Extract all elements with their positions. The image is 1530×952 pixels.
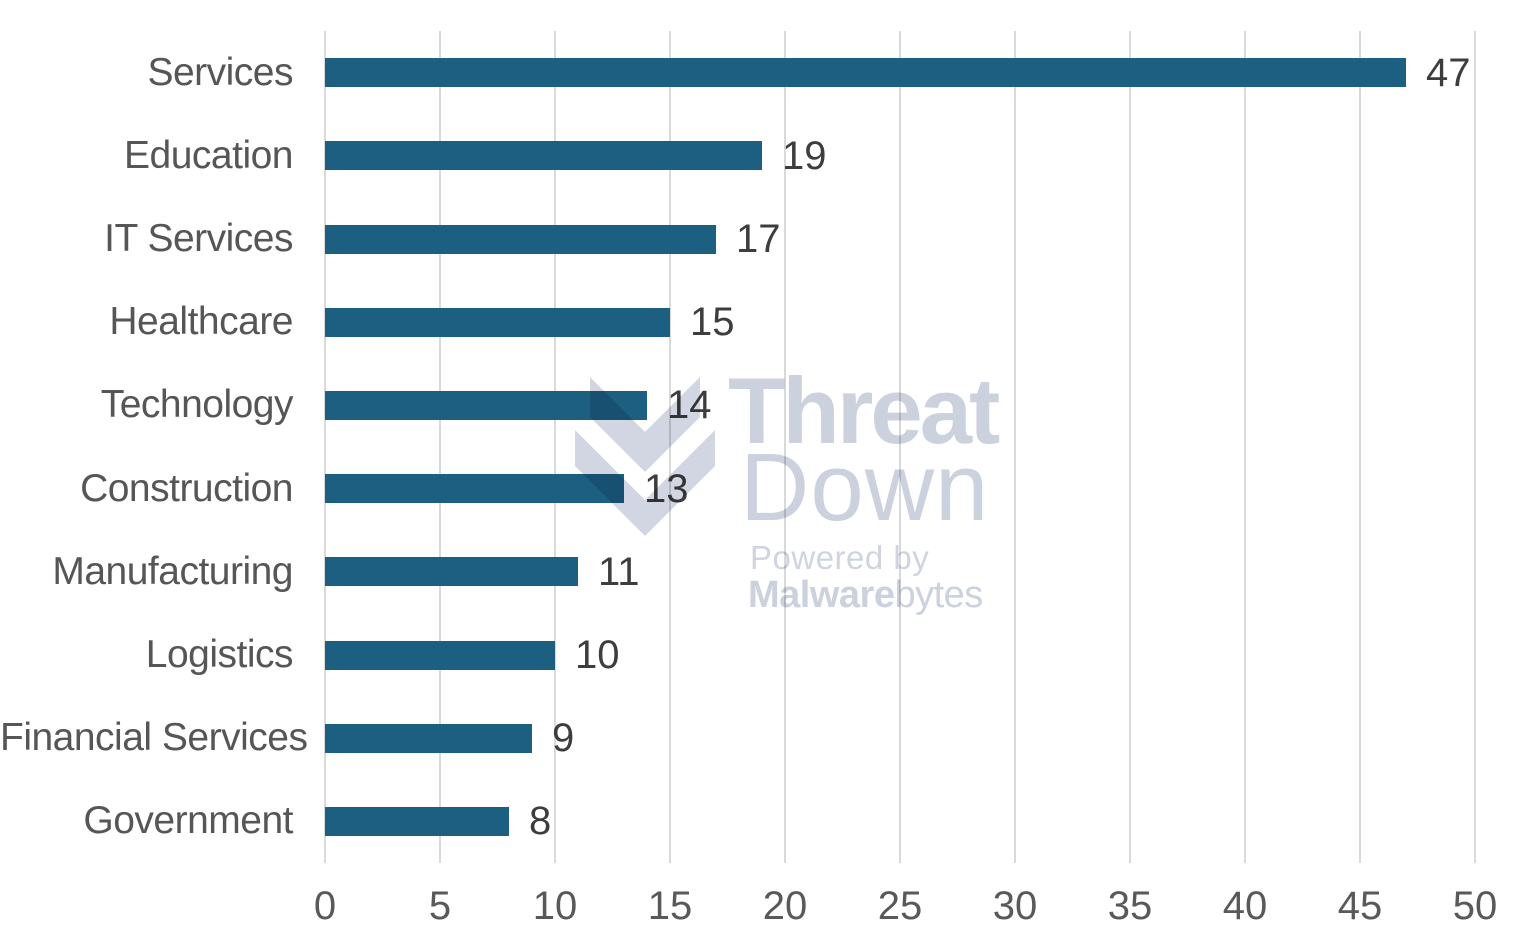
value-label: 9	[552, 716, 575, 761]
watermark-brand-light: bytes	[894, 574, 983, 616]
gridline	[554, 31, 556, 863]
bar-government	[325, 806, 509, 836]
bar-construction	[325, 474, 624, 504]
value-label: 11	[598, 549, 640, 594]
x-tick-label: 30	[992, 884, 1038, 928]
x-tick-label: 10	[532, 884, 578, 928]
x-tick-label: 15	[647, 884, 693, 928]
category-label: Government	[83, 799, 293, 843]
x-tick-label: 45	[1337, 884, 1383, 928]
category-label: Logistics	[145, 633, 294, 676]
gridline	[1474, 31, 1476, 863]
category-label: Healthcare	[109, 300, 293, 344]
value-label: 15	[690, 300, 735, 345]
value-label: 47	[1426, 50, 1471, 95]
watermark-brand-strong: Malware	[748, 574, 895, 616]
gridline	[439, 31, 441, 863]
x-tick-label: 5	[428, 884, 452, 928]
value-label: 10	[575, 633, 620, 677]
gridline	[1014, 31, 1016, 863]
category-label: Education	[124, 133, 293, 177]
gridline	[784, 31, 786, 863]
watermark-powered-by: Powered by	[750, 539, 930, 576]
gridline	[1244, 31, 1246, 863]
value-label: 17	[736, 217, 781, 261]
x-tick-label: 35	[1107, 884, 1153, 928]
value-label: 19	[782, 133, 827, 178]
bar-logistics	[325, 640, 555, 670]
x-tick-label: 40	[1222, 884, 1268, 928]
x-tick-label: 0	[313, 884, 337, 928]
bar-services	[325, 58, 1406, 88]
watermark-threat-text: Threat	[728, 358, 1000, 463]
gridline	[899, 31, 901, 863]
bar-financial-services	[325, 723, 532, 753]
x-tick-label: 50	[1452, 884, 1498, 928]
bar-technology	[325, 390, 647, 420]
category-label: Technology	[100, 383, 294, 427]
gridline	[324, 31, 326, 863]
category-label: Services	[147, 50, 293, 94]
category-label: IT Services	[104, 217, 293, 260]
category-label: Construction	[80, 466, 293, 510]
gridline	[1359, 31, 1361, 863]
value-label: 14	[667, 383, 712, 428]
bar-healthcare	[325, 307, 670, 337]
bar-manufacturing	[325, 557, 578, 587]
value-label: 13	[644, 466, 689, 511]
category-label: Financial Services	[0, 716, 308, 760]
value-label: 8	[529, 799, 552, 844]
x-tick-label: 25	[877, 884, 923, 928]
gridline	[1129, 31, 1131, 863]
watermark-down-text: Down	[740, 434, 990, 541]
bar-it-services	[325, 224, 716, 254]
category-label: Manufacturing	[52, 549, 293, 593]
bar-education	[325, 141, 762, 171]
x-tick-label: 20	[762, 884, 808, 928]
